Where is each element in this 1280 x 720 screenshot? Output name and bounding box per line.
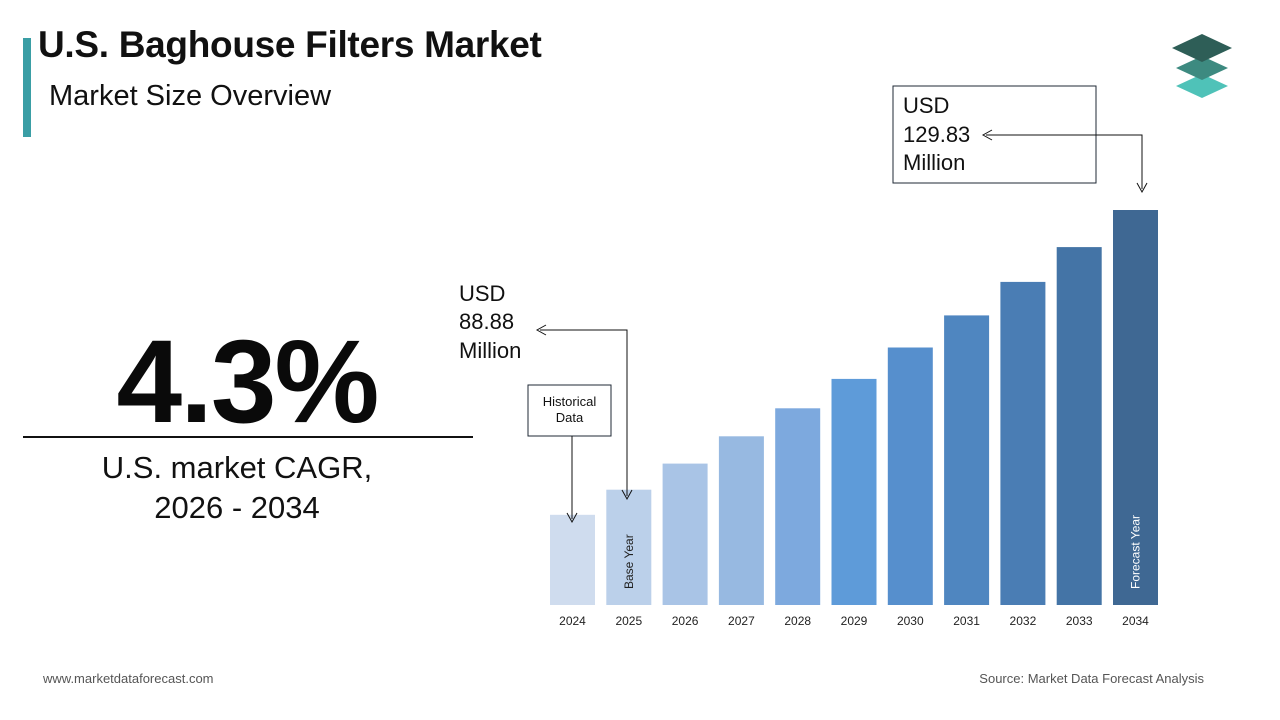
- base-arrow-head-down: [621, 489, 633, 501]
- bar-label-2025: Base Year: [622, 534, 636, 589]
- historical-callout-line1: Historical: [543, 394, 597, 409]
- bar-2034: [1113, 210, 1158, 605]
- x-axis-tick-labels: 2024 2025 2026 2027 2028 2029 2030 2031 2032 2033…: [559, 614, 1149, 628]
- forecast-arrow-head-left: [981, 129, 993, 141]
- cagr-label-line1: U.S. market CAGR,: [101, 450, 373, 485]
- x-tick-label-2024: 2024: [559, 614, 586, 628]
- logo-layer-top: [1172, 34, 1232, 62]
- bar-2030: [887, 347, 933, 605]
- x-tick-label-2030: 2030: [897, 614, 924, 628]
- x-tick-label-2029: 2029: [841, 614, 868, 628]
- x-tick-label-2031: 2031: [953, 614, 980, 628]
- bar-2026: [662, 463, 708, 605]
- bar-2024: [550, 514, 595, 605]
- page-subtitle: Market Size Overview: [49, 80, 332, 112]
- bar-2027: [718, 436, 764, 605]
- historical-arrow-head: [566, 512, 578, 524]
- cagr-value: 4.3%: [116, 316, 380, 448]
- title-accent-bar: [23, 38, 31, 137]
- forecast-callout: USD 129.83 Million: [892, 85, 1148, 194]
- forecast-callout-line1: USD: [903, 93, 949, 118]
- x-tick-label-2026: 2026: [672, 614, 699, 628]
- base-callout-line3: Million: [459, 338, 521, 363]
- cagr-label: U.S. market CAGR, 2026 - 2034: [22, 448, 452, 528]
- base-callout-connector: [540, 329, 628, 496]
- historical-data-callout: Historical Data: [527, 384, 612, 524]
- historical-callout-box: [527, 384, 612, 437]
- bar-series: [550, 210, 1158, 605]
- bar-2033: [1056, 247, 1102, 605]
- base-arrow-head-left: [535, 324, 547, 336]
- x-tick-label-2025: 2025: [615, 614, 642, 628]
- footer-website: www.marketdataforecast.com: [43, 671, 214, 686]
- cagr-divider: [23, 436, 473, 438]
- historical-callout-line2: Data: [556, 410, 584, 425]
- bar-2029: [831, 378, 877, 605]
- bar-label-2034: Forecast Year: [1129, 515, 1143, 589]
- forecast-arrow-head-down: [1136, 182, 1148, 194]
- x-tick-label-2032: 2032: [1010, 614, 1037, 628]
- cagr-label-line2: 2026 - 2034: [154, 490, 320, 525]
- x-tick-label-2027: 2027: [728, 614, 755, 628]
- x-tick-label-2034: 2034: [1122, 614, 1149, 628]
- logo-layer-middle: [1176, 56, 1228, 80]
- forecast-callout-connector: [986, 134, 1143, 189]
- forecast-callout-line3: Million: [903, 150, 965, 175]
- footer-source: Source: Market Data Forecast Analysis: [979, 671, 1204, 686]
- base-callout-line1: USD: [459, 281, 505, 306]
- bar-inline-labels: Base Year Forecast Year: [622, 515, 1143, 589]
- logo-layer-bottom: [1176, 74, 1228, 98]
- forecast-callout-line2: 129.83: [903, 122, 970, 147]
- x-tick-label-2028: 2028: [784, 614, 811, 628]
- x-tick-label-2033: 2033: [1066, 614, 1093, 628]
- bar-2032: [1000, 281, 1046, 605]
- bar-2025: [606, 489, 652, 605]
- stacked-layers-icon: [1172, 34, 1232, 98]
- bar-2031: [944, 315, 990, 605]
- page-title: U.S. Baghouse Filters Market: [38, 24, 542, 65]
- base-callout-line2: 88.88: [459, 309, 514, 334]
- base-year-callout: USD 88.88 Million: [459, 281, 633, 501]
- bar-2028: [775, 408, 821, 605]
